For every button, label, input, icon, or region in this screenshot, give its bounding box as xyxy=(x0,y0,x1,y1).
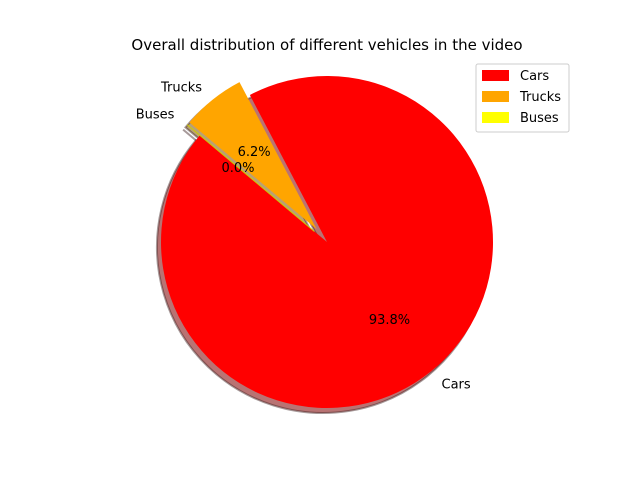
legend-swatch-buses xyxy=(482,112,509,123)
pie-outer-labels: Cars Trucks Buses xyxy=(136,80,471,392)
slice-label-trucks: Trucks xyxy=(160,80,202,95)
pie-percent-labels: 93.8% 6.2%0.0% xyxy=(221,145,410,328)
wedge-cars xyxy=(161,76,494,409)
chart-title: Overall distribution of different vehicl… xyxy=(131,36,522,54)
wedge-buses xyxy=(186,124,315,232)
pie-wedges xyxy=(161,76,494,409)
percent-label-buses: 0.0% xyxy=(221,161,254,176)
legend-label-trucks: Trucks xyxy=(519,90,561,105)
legend-label-cars: Cars xyxy=(520,69,549,84)
slice-label-cars: Cars xyxy=(442,378,471,393)
legend-swatch-trucks xyxy=(482,91,509,102)
legend-swatch-cars xyxy=(482,70,509,81)
percent-label-trucks: 6.2% xyxy=(238,145,271,160)
legend: Cars Trucks Buses xyxy=(475,63,570,133)
legend-label-buses: Buses xyxy=(520,111,559,126)
wedge-trucks xyxy=(189,82,317,230)
percent-label-cars: 93.8% xyxy=(369,313,410,328)
slice-label-buses: Buses xyxy=(136,108,175,123)
